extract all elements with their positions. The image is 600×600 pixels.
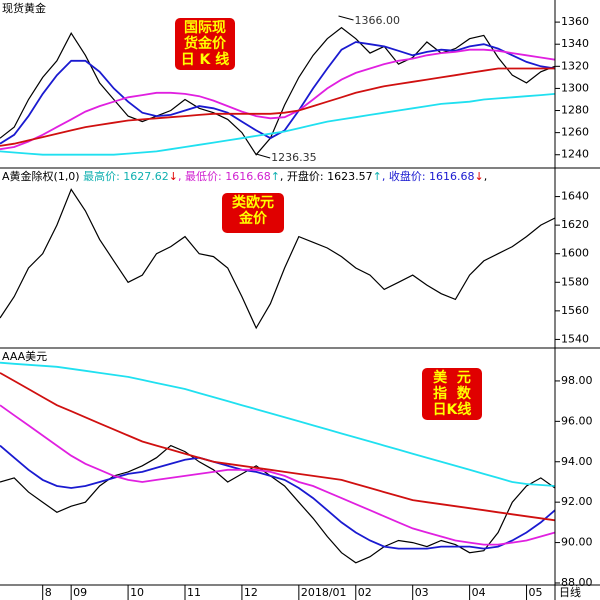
y-tick-label: 1540 xyxy=(561,332,589,345)
x-tick-label: 8 xyxy=(45,586,52,599)
series-line xyxy=(0,93,556,156)
y-tick-label: 1280 xyxy=(561,104,589,117)
y-tick-label: 1320 xyxy=(561,59,589,72)
header-item: ↑ xyxy=(271,170,280,183)
annotation-leader xyxy=(338,15,354,21)
x-tick-label: 10 xyxy=(130,586,144,599)
y-tick-label: 88.00 xyxy=(561,576,593,589)
series-line xyxy=(0,404,556,546)
y-tick-label: 96.00 xyxy=(561,414,593,427)
badge-text: 国际现 xyxy=(184,20,226,36)
annotation: 1366.00 xyxy=(355,14,401,27)
header-item: A黄金除权(1,0) xyxy=(2,169,80,183)
badge-box xyxy=(222,193,284,233)
header-item: 最高价: 1627.62 xyxy=(80,169,169,183)
header-item: ↑ xyxy=(373,170,382,183)
y-tick-label: 1580 xyxy=(561,275,589,288)
series-line xyxy=(0,67,555,147)
y-tick-label: 98.00 xyxy=(561,374,593,387)
header-item: , 最低价: 1616.68 xyxy=(178,170,271,183)
y-tick-label: 1260 xyxy=(561,126,589,139)
badge-text: 日 K 线 xyxy=(181,51,230,68)
badge-text: 指 数 xyxy=(433,385,472,402)
annotation-leader xyxy=(256,153,271,159)
badge-text: 货金价 xyxy=(183,35,227,52)
x-tick-label: 05 xyxy=(529,586,543,599)
series-line xyxy=(0,372,556,522)
y-tick-label: 1600 xyxy=(561,247,589,260)
series-line xyxy=(0,444,556,550)
badge-text: 日K线 xyxy=(433,401,472,418)
y-tick-label: 1240 xyxy=(561,148,589,161)
series-line xyxy=(0,444,556,564)
badge-text: 金价 xyxy=(238,210,268,227)
x-tick-label: 02 xyxy=(358,586,372,599)
panel-title: 现货黄金 xyxy=(2,1,46,15)
header-item: , 开盘价: 1623.57 xyxy=(280,169,373,183)
y-tick-label: 94.00 xyxy=(561,455,593,468)
header-item: ↓ xyxy=(169,170,178,183)
annotation: 1236.35 xyxy=(271,151,317,164)
y-tick-label: 1640 xyxy=(561,190,589,203)
series-line xyxy=(0,26,556,156)
y-tick-label: 90.00 xyxy=(561,536,593,549)
x-tick-label: 09 xyxy=(73,586,87,599)
series-line xyxy=(0,41,556,145)
series-line xyxy=(0,188,556,330)
badge-box xyxy=(175,18,235,70)
header-item: , xyxy=(484,170,488,183)
y-tick-label: 1620 xyxy=(561,218,589,231)
panel-header: A黄金除权(1,0) 最高价: 1627.62↓, 最低价: 1616.68↑,… xyxy=(2,169,487,183)
x-tick-label: 2018/01 xyxy=(301,586,347,599)
x-tick-label: 12 xyxy=(244,586,258,599)
badge-text: 美 元 xyxy=(433,369,471,386)
badge-text: 类欧元 xyxy=(232,194,274,211)
header-item: , 收盘价: 1616.68 xyxy=(382,169,475,183)
x-tick-label: 04 xyxy=(472,586,486,599)
x-axis-label: 日线 xyxy=(559,585,581,599)
y-tick-label: 1560 xyxy=(561,304,589,317)
panel-title: AAA美元 xyxy=(2,350,47,363)
y-tick-label: 1360 xyxy=(561,15,589,28)
x-tick-label: 11 xyxy=(187,586,201,599)
header-item: ↓ xyxy=(475,170,484,183)
series-line xyxy=(0,361,556,487)
y-tick-label: 92.00 xyxy=(561,495,593,508)
x-tick-label: 03 xyxy=(415,586,429,599)
series-line xyxy=(0,48,556,151)
y-tick-label: 1340 xyxy=(561,37,589,50)
badge-box xyxy=(422,368,482,420)
y-tick-label: 1300 xyxy=(561,81,589,94)
